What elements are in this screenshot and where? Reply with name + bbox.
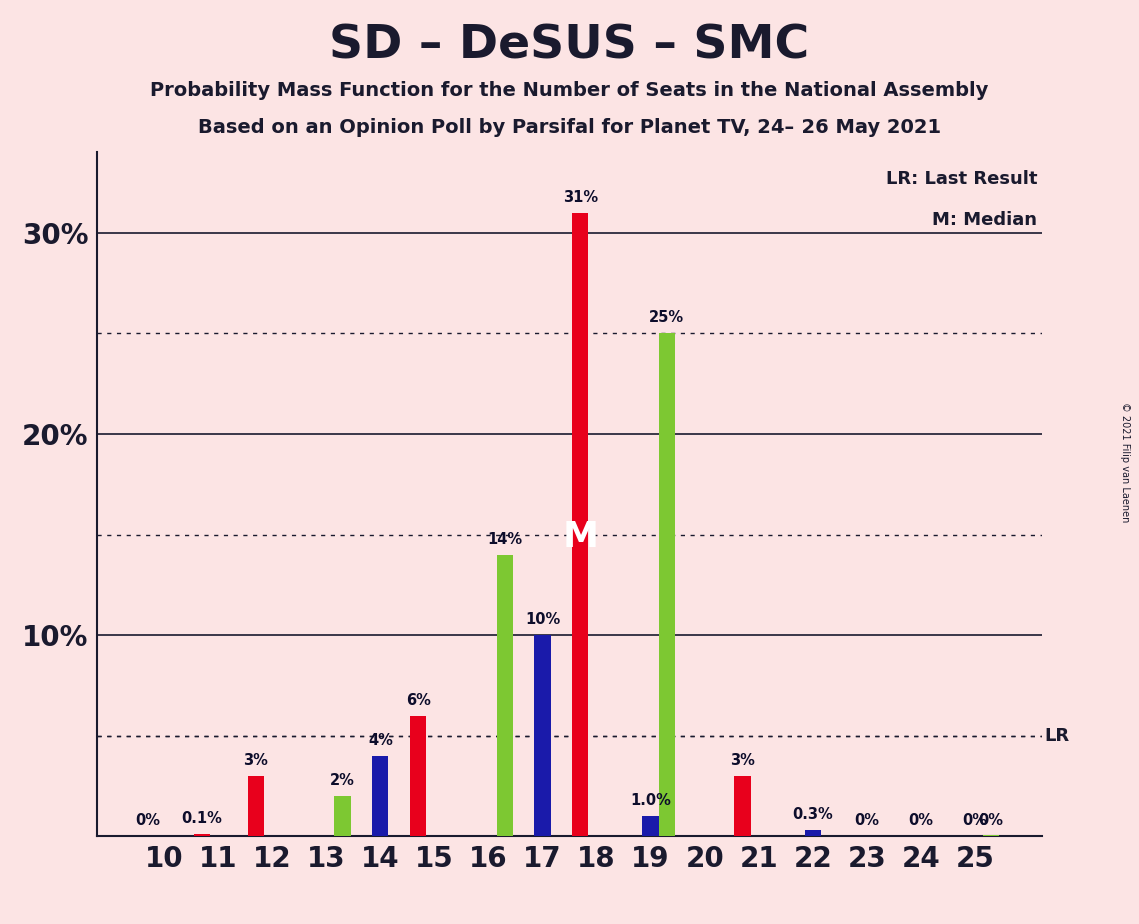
Text: 6%: 6% (405, 692, 431, 708)
Bar (658, 334, 675, 836)
Bar (248, 776, 264, 836)
Text: 0.1%: 0.1% (181, 811, 222, 826)
Bar (735, 776, 751, 836)
Text: SD – DeSUS – SMC: SD – DeSUS – SMC (329, 23, 810, 68)
Text: 1.0%: 1.0% (630, 793, 671, 808)
Text: 0%: 0% (962, 813, 988, 828)
Text: 3%: 3% (730, 753, 755, 768)
Text: LR: LR (1044, 726, 1070, 745)
Text: 0.3%: 0.3% (793, 808, 833, 822)
Bar (983, 835, 999, 836)
Bar (372, 756, 388, 836)
Text: 2%: 2% (330, 773, 355, 788)
Bar (642, 816, 658, 836)
Text: 14%: 14% (487, 531, 522, 547)
Text: 10%: 10% (525, 612, 560, 627)
Bar (410, 715, 426, 836)
Text: M: M (563, 520, 598, 554)
Text: 0%: 0% (136, 813, 161, 828)
Text: LR: Last Result: LR: Last Result (886, 170, 1038, 188)
Text: 4%: 4% (368, 733, 393, 748)
Text: 0%: 0% (978, 813, 1003, 828)
Text: 31%: 31% (563, 189, 598, 205)
Bar (497, 554, 513, 836)
Text: © 2021 Filip van Laenen: © 2021 Filip van Laenen (1121, 402, 1130, 522)
Text: 3%: 3% (244, 753, 269, 768)
Text: M: Median: M: Median (933, 211, 1038, 228)
Text: Based on an Opinion Poll by Parsifal for Planet TV, 24– 26 May 2021: Based on an Opinion Poll by Parsifal for… (198, 118, 941, 138)
Bar (194, 834, 210, 836)
Bar (534, 635, 550, 836)
Text: 0%: 0% (854, 813, 879, 828)
Bar (572, 213, 589, 836)
Text: 25%: 25% (649, 310, 685, 325)
Bar (804, 830, 821, 836)
Text: 0%: 0% (908, 813, 933, 828)
Bar (335, 796, 351, 836)
Text: Probability Mass Function for the Number of Seats in the National Assembly: Probability Mass Function for the Number… (150, 81, 989, 101)
